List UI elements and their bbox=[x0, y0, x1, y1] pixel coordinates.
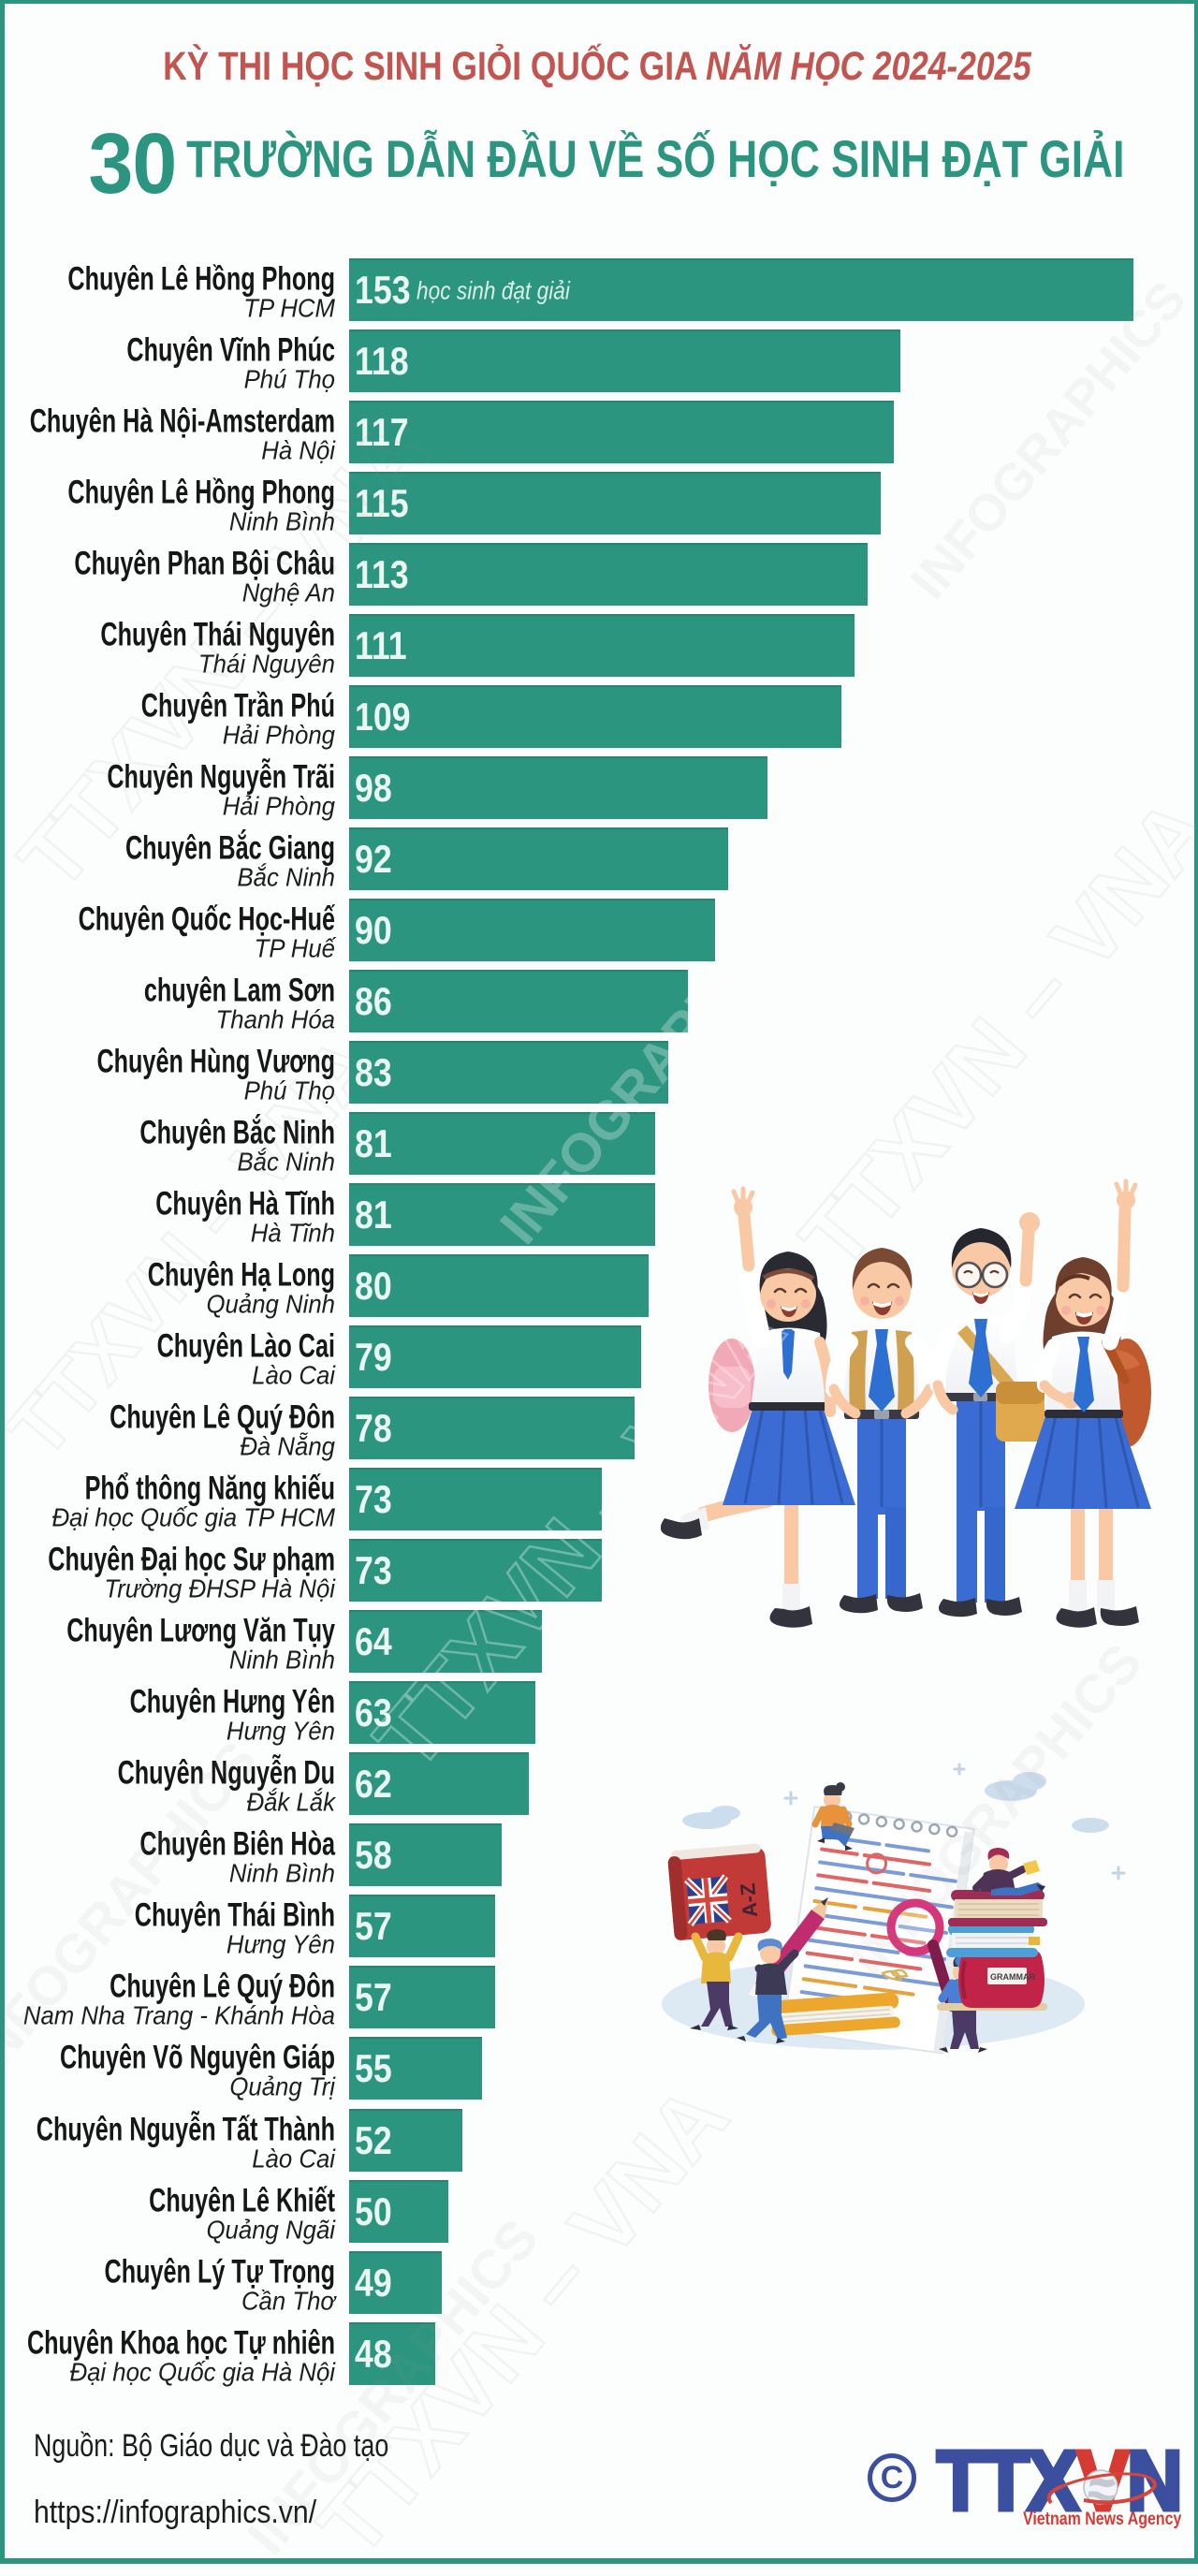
svg-text:A-Z: A-Z bbox=[736, 1882, 762, 1919]
svg-text:GRAMMAR: GRAMMAR bbox=[990, 1972, 1035, 1982]
